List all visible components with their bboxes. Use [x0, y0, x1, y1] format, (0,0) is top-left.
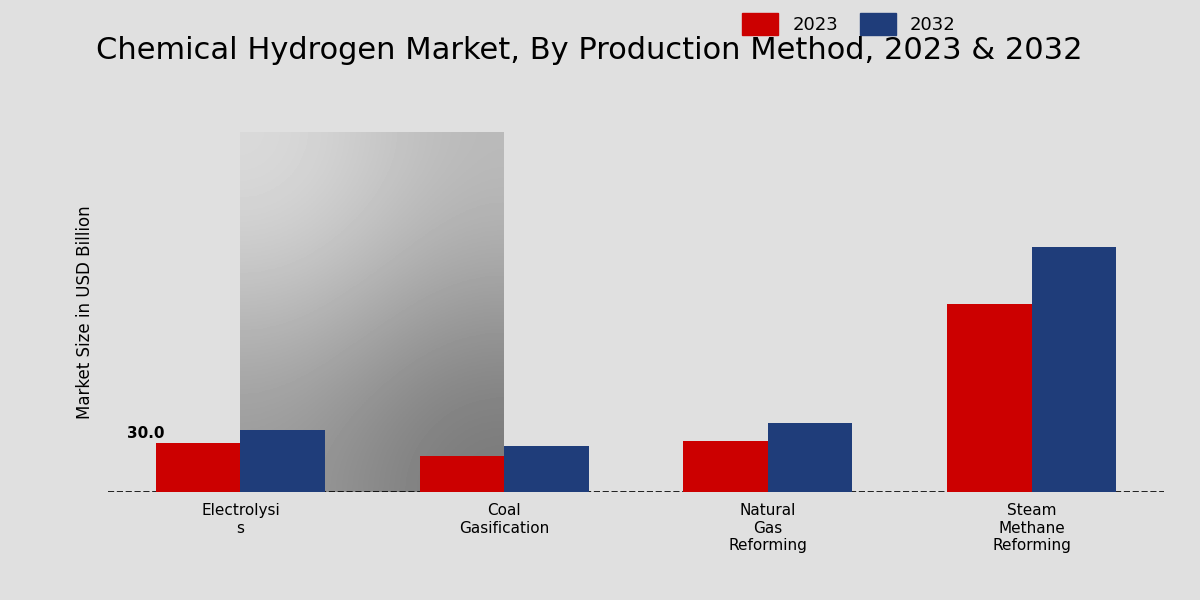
Text: Chemical Hydrogen Market, By Production Method, 2023 & 2032: Chemical Hydrogen Market, By Production … [96, 36, 1082, 65]
Bar [420, 456, 504, 492]
Bar [156, 443, 240, 492]
Text: 30.0: 30.0 [127, 426, 164, 441]
Bar [768, 423, 852, 492]
Bar [947, 304, 1032, 492]
Y-axis label: Market Size in USD Billion: Market Size in USD Billion [76, 205, 94, 419]
Bar [240, 430, 325, 492]
Bar [504, 446, 588, 492]
Legend: 2023, 2032: 2023, 2032 [732, 4, 965, 44]
Bar [684, 441, 768, 492]
Bar [1032, 247, 1116, 492]
